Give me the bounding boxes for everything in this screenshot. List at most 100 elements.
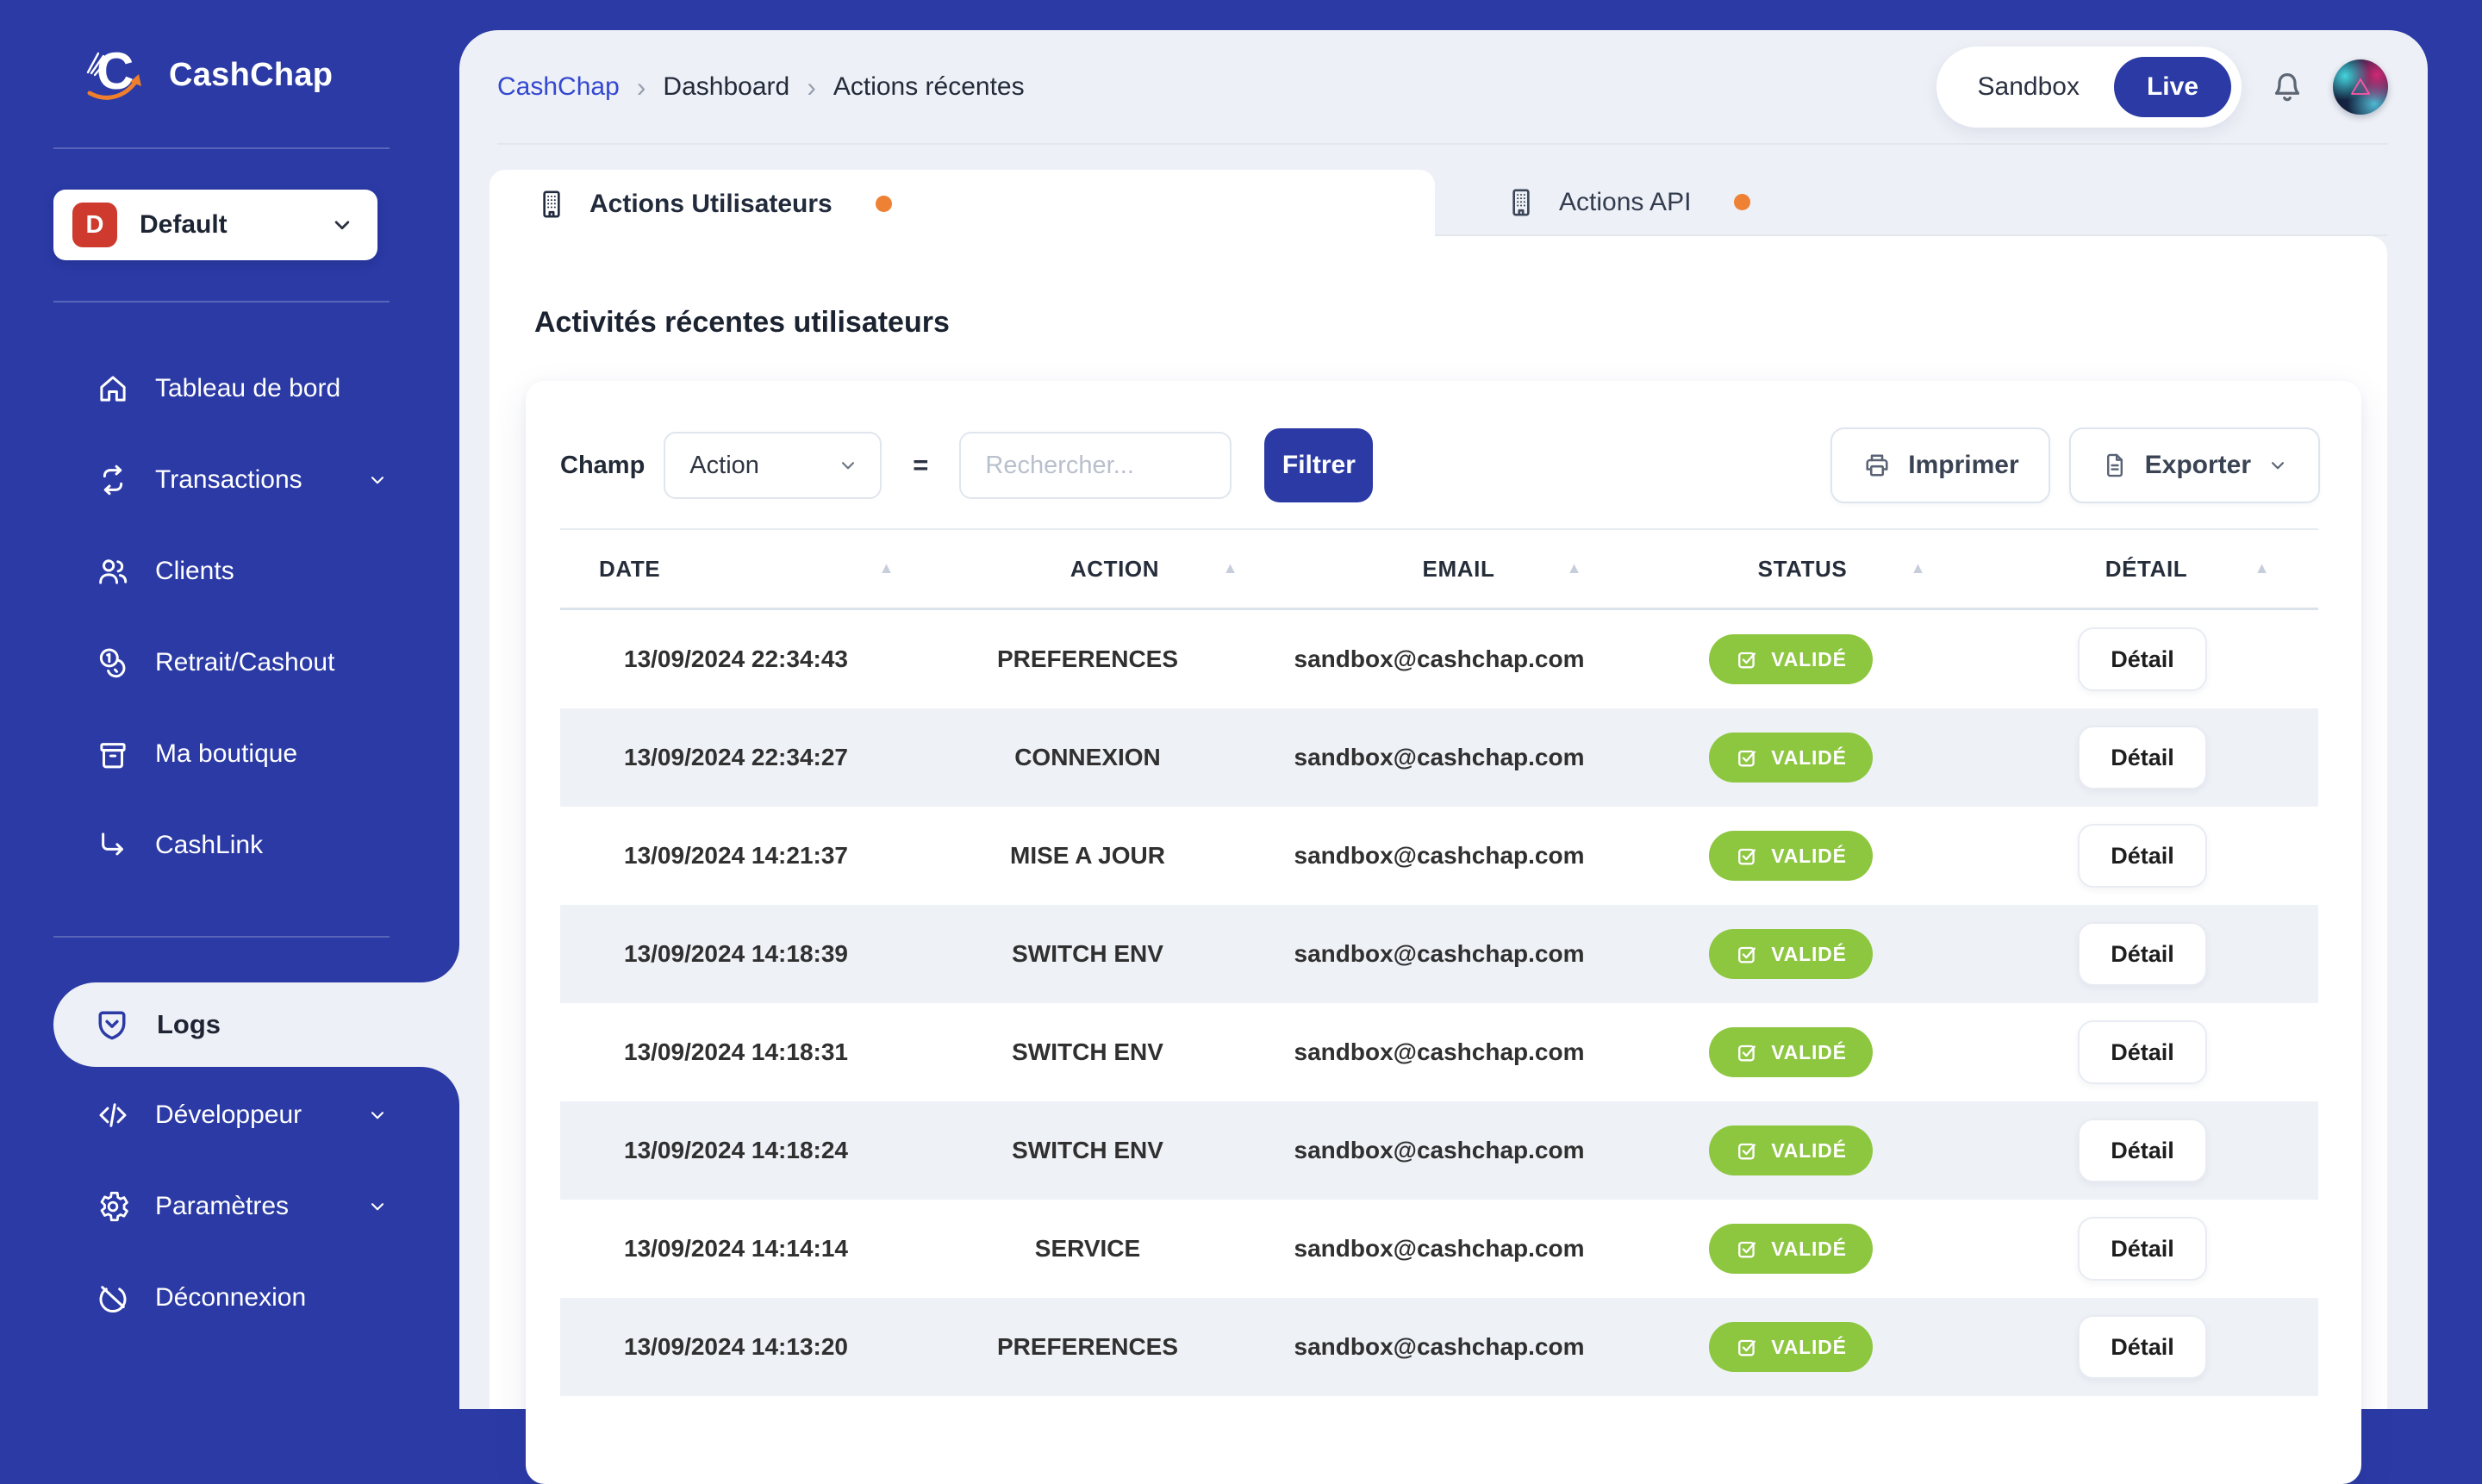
table-row: 13/09/2024 14:14:14 SERVICE sandbox@cash…	[560, 1200, 2318, 1298]
sidebar-item-label: Tableau de bord	[155, 374, 341, 402]
tab-actions-utilisateurs[interactable]: Actions Utilisateurs	[490, 170, 1435, 238]
status-badge: VALIDÉ	[1709, 1322, 1873, 1372]
sidebar-item-retrait-cashout[interactable]: Retrait/Cashout	[0, 617, 459, 708]
workspace-name: Default	[140, 210, 228, 239]
cell-action: SWITCH ENV	[1012, 940, 1163, 967]
sidebar-item-label: Déconnexion	[155, 1283, 307, 1312]
column-header-action[interactable]: ACTION ▲	[1070, 555, 1238, 582]
cell-action: SWITCH ENV	[1012, 1038, 1163, 1065]
status-badge-label: VALIDÉ	[1771, 1335, 1847, 1358]
sidebar-item-developpeur[interactable]: Développeur	[0, 1069, 459, 1161]
chevron-down-icon	[366, 1195, 389, 1218]
cell-detail: Détail	[1967, 922, 2318, 986]
shield-check-icon	[93, 1006, 131, 1044]
env-option-sandbox[interactable]: Sandbox	[1977, 72, 2080, 101]
select-value: Action	[689, 451, 759, 479]
column-header-email[interactable]: EMAIL ▲	[1422, 555, 1582, 582]
workspace-selector[interactable]: D Default	[53, 190, 377, 260]
table-row: 13/09/2024 22:34:43 PREFERENCES sandbox@…	[560, 610, 2318, 708]
sidebar-item-deconnexion[interactable]: Déconnexion	[0, 1252, 459, 1344]
sort-asc-icon: ▲	[1910, 559, 1926, 577]
tab-label: Actions Utilisateurs	[589, 189, 833, 218]
corner-down-right-icon	[95, 827, 131, 864]
cell-date: 13/09/2024 14:18:24	[624, 1137, 848, 1163]
status-badge: VALIDÉ	[1709, 634, 1873, 684]
sort-asc-icon: ▲	[1222, 559, 1238, 577]
power-icon	[95, 1280, 131, 1316]
cell-date: 13/09/2024 14:13:20	[624, 1333, 848, 1360]
column-header-detail[interactable]: DÉTAIL ▲	[2105, 555, 2270, 582]
sidebar-item-parametres[interactable]: Paramètres	[0, 1161, 459, 1252]
home-icon	[95, 371, 131, 407]
bell-icon[interactable]	[2267, 67, 2307, 107]
table-row: 13/09/2024 14:18:39 SWITCH ENV sandbox@c…	[560, 905, 2318, 1003]
sidebar-item-transactions[interactable]: Transactions	[0, 434, 459, 526]
filter-field-select[interactable]: Action	[664, 432, 882, 499]
cell-date: 13/09/2024 22:34:27	[624, 744, 848, 770]
checkbox-check-icon	[1735, 942, 1759, 966]
printer-icon	[1862, 450, 1893, 481]
checkbox-check-icon	[1735, 1040, 1759, 1064]
chevron-down-icon	[2267, 454, 2289, 477]
detail-button[interactable]: Détail	[2078, 1315, 2207, 1379]
export-button[interactable]: Exporter	[2068, 427, 2320, 503]
sidebar-item-ma-boutique[interactable]: Ma boutique	[0, 708, 459, 800]
filter-operator: =	[913, 450, 929, 480]
sidebar-item-label: Ma boutique	[155, 739, 298, 768]
filter-button[interactable]: Filtrer	[1264, 428, 1374, 502]
cell-status: VALIDÉ	[1615, 733, 1967, 783]
env-option-live[interactable]: Live	[2113, 56, 2231, 117]
cell-detail: Détail	[1967, 1217, 2318, 1281]
cell-detail: Détail	[1967, 1119, 2318, 1182]
environment-toggle[interactable]: Sandbox Live	[1936, 46, 2242, 128]
sidebar-item-logs-active[interactable]: Logs	[53, 982, 459, 1067]
search-input[interactable]	[959, 432, 1232, 499]
detail-button[interactable]: Détail	[2078, 1119, 2207, 1182]
table-row: 13/09/2024 22:34:27 CONNEXION sandbox@ca…	[560, 708, 2318, 807]
detail-button[interactable]: Détail	[2078, 922, 2207, 986]
sidebar: C CashChap D Default Tableau de bord	[0, 0, 459, 1409]
column-header-date[interactable]: DATE ▲	[599, 555, 895, 582]
filter-field-label: Champ	[560, 451, 645, 479]
sort-asc-icon: ▲	[878, 559, 895, 577]
tab-actions-api[interactable]: Actions API	[1435, 170, 1751, 234]
table-row: 13/09/2024 14:18:31 SWITCH ENV sandbox@c…	[560, 1003, 2318, 1101]
breadcrumb-home-link[interactable]: CashChap	[497, 72, 620, 101]
tab-indicator-dot	[875, 196, 892, 212]
sidebar-item-label: Logs	[157, 1009, 221, 1039]
filter-bar: Champ Action = Filtrer	[526, 381, 2361, 503]
cashchap-logo-icon: C	[83, 42, 147, 107]
cell-email: sandbox@cashchap.com	[1294, 1137, 1585, 1163]
checkbox-check-icon	[1735, 844, 1759, 868]
detail-button[interactable]: Détail	[2078, 1217, 2207, 1281]
sidebar-item-clients[interactable]: Clients	[0, 526, 459, 617]
status-badge-label: VALIDÉ	[1771, 942, 1847, 965]
sort-asc-icon: ▲	[2254, 559, 2270, 577]
chevron-down-icon	[837, 454, 859, 477]
workspace-avatar: D	[72, 203, 117, 247]
print-button[interactable]: Imprimer	[1830, 427, 2050, 503]
chevron-right-icon: ›	[636, 71, 646, 103]
detail-button[interactable]: Détail	[2078, 824, 2207, 888]
cell-action: CONNEXION	[1014, 744, 1161, 770]
sidebar-item-cashlink[interactable]: CashLink	[0, 800, 459, 891]
chevron-right-icon: ›	[807, 71, 816, 103]
status-badge-label: VALIDÉ	[1771, 647, 1847, 670]
brand[interactable]: C CashChap	[83, 42, 333, 107]
cell-status: VALIDÉ	[1615, 1027, 1967, 1077]
cell-action: MISE A JOUR	[1010, 842, 1165, 869]
cell-status: VALIDÉ	[1615, 634, 1967, 684]
cell-date: 13/09/2024 14:18:39	[624, 940, 848, 967]
column-header-status[interactable]: STATUS ▲	[1757, 555, 1926, 582]
sidebar-item-tableau-de-bord[interactable]: Tableau de bord	[0, 343, 459, 434]
active-item-curve	[421, 1067, 459, 1105]
sidebar-item-label: Développeur	[155, 1101, 302, 1129]
detail-button[interactable]: Détail	[2078, 1020, 2207, 1084]
breadcrumb: CashChap › Dashboard › Actions récentes	[497, 72, 1025, 102]
detail-button[interactable]: Détail	[2078, 726, 2207, 789]
cell-status: VALIDÉ	[1615, 1322, 1967, 1372]
sidebar-item-label: Transactions	[155, 465, 302, 494]
building-icon	[534, 187, 569, 221]
detail-button[interactable]: Détail	[2078, 627, 2207, 691]
avatar[interactable]	[2333, 59, 2388, 115]
